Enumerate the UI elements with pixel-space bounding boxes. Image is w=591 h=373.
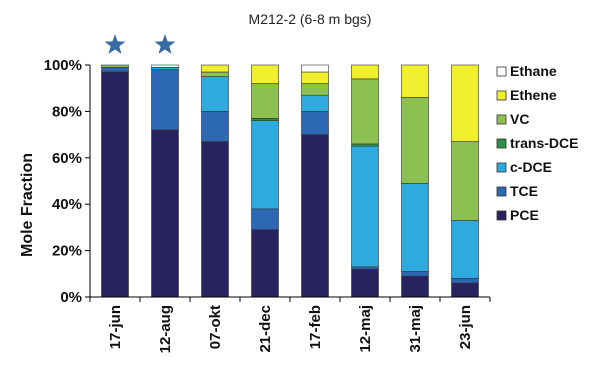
bar-c-dce-23-jun [451, 220, 479, 279]
bar-ethane-17-feb [301, 64, 329, 73]
bar-ethene-07-okt [201, 64, 229, 73]
legend-label-ethane: Ethane [510, 63, 557, 79]
bar-tce-21-dec [251, 208, 279, 231]
bar-vc-17-feb [301, 83, 329, 96]
bar-ethene-21-dec [251, 64, 279, 84]
legend-label-c-dce: c-DCE [510, 159, 552, 175]
bar-c-dce-31-maj [401, 183, 429, 272]
bar-c-dce-12-aug [151, 67, 179, 70]
x-tick-label: 17-feb [307, 305, 324, 349]
bar-tce-12-aug [151, 69, 179, 131]
star-icon [104, 34, 126, 54]
bar-trans-dce-21-dec [251, 118, 279, 122]
legend-swatch-ethane [496, 66, 507, 77]
bar-tce-31-maj [401, 271, 429, 277]
stars-group [104, 34, 176, 54]
y-tick-label: 100% [44, 57, 82, 74]
x-tick-label: 21-dec [257, 305, 274, 353]
bar-pce-31-maj [401, 275, 429, 298]
bars-group [101, 64, 479, 298]
bar-pce-17-jun [101, 71, 129, 298]
x-tick-label: 07-okt [207, 305, 224, 349]
bar-tce-07-okt [201, 111, 229, 142]
bar-vc-12-maj [351, 78, 379, 145]
bar-vc-17-jun [101, 64, 129, 68]
bar-vc-23-jun [451, 141, 479, 221]
legend-label-ethene: Ethene [510, 87, 557, 103]
legend-swatch-ethene [496, 90, 507, 101]
legend-swatch-c-dce [496, 162, 507, 173]
legend-swatch-pce [496, 210, 507, 221]
legend-label-tce: TCE [510, 183, 538, 199]
bar-c-dce-17-feb [301, 94, 329, 112]
legend-label-pce: PCE [510, 207, 539, 223]
bar-vc-31-maj [401, 97, 429, 184]
legend-swatch-tce [496, 186, 507, 197]
bar-tce-17-feb [301, 111, 329, 135]
bar-ethane-12-aug [151, 64, 179, 68]
bar-ethene-23-jun [451, 64, 479, 142]
x-tick-label: 23-jun [457, 305, 474, 349]
bar-tce-23-jun [451, 278, 479, 284]
axes-group: 0% 20% 40% 60% 80% 100% 17-jun 12-aug 07-okt 21-d… [44, 57, 491, 353]
legend-swatch-vc [496, 114, 507, 125]
bar-pce-12-maj [351, 268, 379, 298]
bar-pce-12-aug [151, 129, 179, 298]
x-tick-label: 31-maj [407, 305, 424, 353]
x-tick-label: 12-aug [157, 305, 174, 353]
bar-ethene-17-feb [301, 71, 329, 84]
x-tick-label: 17-jun [107, 305, 124, 349]
bar-ethene-31-maj [401, 64, 429, 98]
bar-vc-21-dec [251, 83, 279, 119]
bar-pce-07-okt [201, 141, 229, 298]
bar-c-dce-12-maj [351, 145, 379, 268]
bar-pce-17-feb [301, 134, 329, 298]
y-tick-label: 60% [52, 150, 82, 167]
legend-swatch-trans-dce [496, 138, 507, 149]
legend: Ethane Ethene VC trans-DCE c-DCE TCE PCE [496, 63, 578, 223]
y-tick-label: 80% [52, 103, 82, 120]
y-tick-label: 20% [52, 243, 82, 260]
y-tick-label: 40% [52, 196, 82, 213]
bar-tce-12-maj [351, 266, 379, 270]
chart-title: M212-2 (6-8 m bgs) [249, 11, 372, 27]
bar-c-dce-21-dec [251, 120, 279, 210]
x-tick-label: 12-maj [357, 305, 374, 353]
bar-pce-21-dec [251, 229, 279, 298]
star-icon [154, 34, 176, 54]
legend-label-trans-dce: trans-DCE [510, 135, 578, 151]
bar-c-dce-07-okt [201, 76, 229, 112]
bar-pce-23-jun [451, 282, 479, 298]
bar-vc-07-okt [201, 71, 229, 77]
y-tick-label: 0% [60, 289, 82, 306]
bar-trans-dce-12-maj [351, 143, 379, 147]
bar-tce-17-jun [101, 67, 129, 73]
bar-ethene-12-maj [351, 64, 379, 80]
legend-label-vc: VC [510, 111, 529, 127]
y-axis-label: Mole Fraction [19, 153, 36, 257]
